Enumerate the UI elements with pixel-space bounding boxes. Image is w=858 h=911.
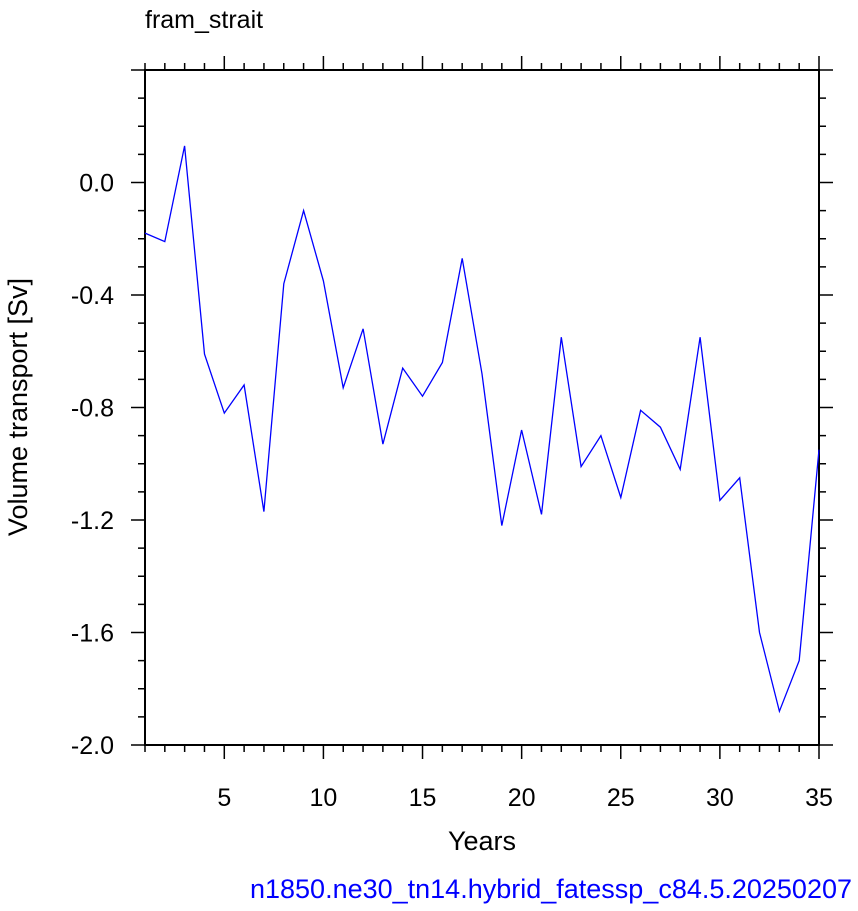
- x-tick-label: 5: [217, 784, 231, 812]
- y-tick-label: -0.4: [71, 282, 114, 310]
- run-caption: n1850.ne30_tn14.hybrid_fatessp_c84.5.202…: [250, 874, 852, 904]
- y-axis-label: Volume transport [Sv]: [3, 278, 33, 536]
- x-tick-label: 20: [508, 784, 536, 812]
- series-line: [144, 145, 820, 714]
- chart-title: fram_strait: [145, 6, 263, 34]
- y-tick-label: -1.2: [71, 507, 114, 535]
- y-tick-labels: 0.0 -0.4 -0.8 -1.2 -1.6 -2.0: [71, 170, 114, 761]
- x-tick-labels: 5 10 15 20 25 30 35: [217, 784, 833, 812]
- axis-ticks: [131, 56, 833, 759]
- x-tick-label: 30: [706, 784, 734, 812]
- x-tick-label: 15: [409, 784, 437, 812]
- x-axis-label: Years: [448, 826, 516, 856]
- x-tick-label: 35: [805, 784, 833, 812]
- plot-frame: [144, 69, 820, 746]
- x-tick-label: 10: [310, 784, 338, 812]
- y-tick-label: -2.0: [71, 732, 114, 760]
- y-tick-label: -0.8: [71, 395, 114, 423]
- x-tick-label: 25: [607, 784, 635, 812]
- y-tick-label: -1.6: [71, 620, 114, 648]
- y-tick-label: 0.0: [79, 170, 114, 198]
